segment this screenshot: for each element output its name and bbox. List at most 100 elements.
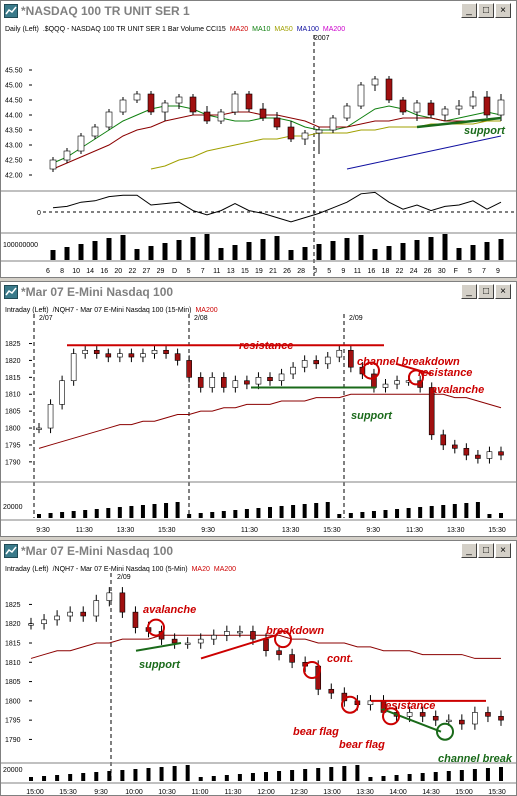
close-button[interactable]: ×	[495, 3, 511, 18]
volume-bar	[452, 504, 457, 518]
x-tick-label: 15:00	[455, 789, 473, 795]
candle-body	[117, 353, 123, 358]
volume-bar	[148, 246, 154, 260]
legend-item: /NQH7 - Mar 07 E-Mini Nasdaq 100 (15-Min…	[53, 307, 192, 314]
volume-bar	[372, 249, 378, 260]
date-marker: 2/09	[117, 574, 131, 581]
volume-bar	[260, 239, 266, 260]
candle-body	[133, 93, 141, 101]
volume-bar	[218, 248, 224, 260]
candle-body	[357, 84, 365, 107]
candle-body	[287, 126, 295, 140]
maximize-button[interactable]: □	[478, 284, 494, 299]
volume-bar	[498, 239, 504, 260]
candle-body	[328, 688, 335, 694]
x-tick-label: 9:30	[201, 527, 215, 534]
candle-body	[440, 434, 447, 446]
candle-body	[93, 349, 100, 354]
volume-bar	[442, 234, 448, 260]
volume-bar	[250, 773, 255, 781]
y-tick-label: 1810	[5, 392, 21, 399]
candle-body	[290, 366, 296, 375]
candle-body	[209, 377, 216, 388]
volume-bar	[64, 247, 70, 260]
x-tick-label: 9	[496, 268, 500, 275]
volume-bar	[162, 243, 168, 260]
x-tick-label: 11:30	[406, 527, 423, 534]
volume-bar	[68, 774, 73, 781]
minimize-button[interactable]: _	[461, 543, 477, 558]
volume-bar	[224, 775, 229, 781]
window-titlebar[interactable]: *Mar 07 E-Mini Nasdaq 100 _ □ ×	[1, 282, 516, 303]
candle-body	[394, 380, 400, 385]
candle-body	[70, 353, 77, 382]
volume-bar	[81, 773, 86, 781]
x-tick-label: 15:30	[488, 789, 506, 795]
candle-body	[371, 78, 379, 86]
candle-body	[428, 387, 435, 436]
volume-bar	[164, 503, 169, 518]
candle-body	[367, 700, 374, 706]
volume-scale-label: 100000000	[3, 242, 38, 249]
minimize-button[interactable]: _	[461, 3, 477, 18]
annotation-resistance-2: resistance	[418, 367, 472, 379]
x-tick-label: 22	[396, 268, 404, 275]
candle-body	[147, 93, 155, 113]
candle-body	[413, 102, 421, 113]
x-tick-label: 11	[354, 268, 361, 275]
x-tick-label: 19	[255, 268, 263, 275]
x-tick-label: 9:30	[366, 527, 380, 534]
year-marker: 2007	[314, 35, 330, 42]
x-tick-label: 15:30	[488, 527, 506, 534]
candle-body	[197, 377, 204, 388]
volume-bar	[37, 514, 41, 518]
candle-body	[469, 96, 477, 107]
x-tick-label: 20	[114, 268, 122, 275]
candle-body	[485, 712, 491, 717]
candle-body	[63, 150, 71, 161]
window-titlebar[interactable]: *NASDAQ 100 TR UNIT SER 1 _ □ ×	[1, 1, 516, 22]
volume-bar	[190, 237, 196, 260]
legend-item: MA50	[274, 26, 292, 33]
maximize-button[interactable]: □	[478, 3, 494, 18]
maximize-button[interactable]: □	[478, 543, 494, 558]
minimize-button[interactable]: _	[461, 284, 477, 299]
annotation-bear-flag: bear flag	[293, 726, 339, 738]
ma200-line	[38, 393, 502, 449]
candle-body	[174, 353, 181, 361]
volume-bar	[383, 510, 388, 518]
candle-body	[427, 102, 435, 116]
volume-bar	[303, 769, 308, 781]
candle-body	[106, 592, 113, 601]
volume-bar	[237, 774, 242, 781]
y-tick-label: 1825	[5, 602, 21, 609]
candle-body	[54, 615, 60, 621]
annotation-support: support	[351, 410, 393, 422]
volume-bar	[133, 769, 138, 781]
candle-body	[232, 380, 239, 388]
volume-bar	[92, 241, 98, 260]
y-tick-label: 1820	[5, 621, 21, 628]
volume-bar	[29, 777, 33, 781]
candle-body	[475, 454, 481, 459]
volume-bar	[342, 766, 347, 781]
volume-bar	[428, 237, 434, 260]
window-titlebar[interactable]: *Mar 07 E-Mini Nasdaq 100 _ □ ×	[1, 541, 516, 562]
candle-body	[119, 592, 126, 613]
volume-bar	[83, 510, 88, 518]
legend-item: /NQH7 - Mar 07 E-Mini Nasdaq 100 (5-Min)	[53, 566, 188, 573]
annotation-resistance: resistance	[381, 700, 435, 712]
window-title: *Mar 07 E-Mini Nasdaq 100	[21, 285, 174, 299]
volume-bar	[221, 511, 226, 518]
annotation-breakdown: breakdown	[266, 625, 324, 637]
y-tick-label: 1790	[5, 459, 21, 466]
close-button[interactable]: ×	[495, 284, 511, 299]
annotation-cont: cont.	[327, 653, 353, 665]
candle-body	[171, 638, 178, 644]
volume-bar	[329, 767, 334, 781]
x-tick-label: 5	[468, 268, 472, 275]
channel-line	[380, 707, 442, 733]
x-tick-label: 13:30	[447, 527, 465, 534]
close-button[interactable]: ×	[495, 543, 511, 558]
x-tick-label: D	[172, 268, 177, 275]
